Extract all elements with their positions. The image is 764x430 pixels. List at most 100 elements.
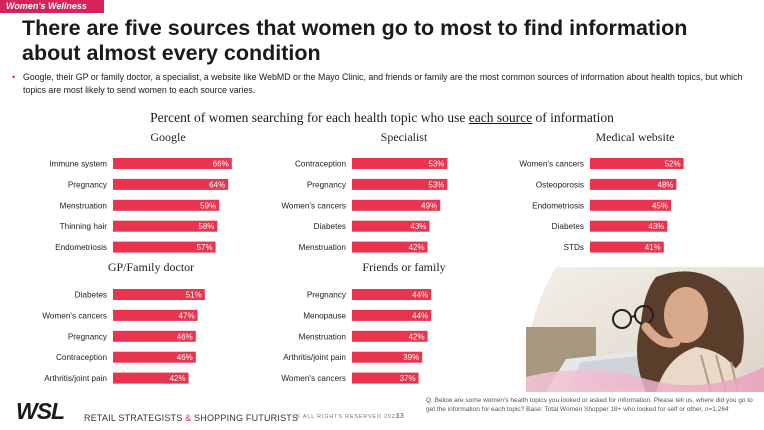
category-label: Diabetes bbox=[314, 222, 346, 231]
bar bbox=[113, 372, 189, 384]
category-label: Women's cancers bbox=[281, 374, 346, 383]
chart-title: GP/Family doctor bbox=[108, 260, 194, 274]
category-label: Contraception bbox=[295, 160, 346, 169]
chart-title: Medical website bbox=[596, 130, 675, 144]
value-label: 53% bbox=[428, 180, 444, 189]
category-label: Menstruation bbox=[299, 243, 347, 252]
value-label: 46% bbox=[177, 332, 193, 341]
bar bbox=[590, 199, 671, 211]
bullet-dot: • bbox=[12, 72, 16, 82]
value-label: 39% bbox=[403, 353, 419, 362]
chart-subtitle-after: of information bbox=[532, 110, 614, 125]
chart-title: Google bbox=[150, 130, 185, 144]
category-label: STDs bbox=[564, 243, 584, 252]
tagline-part-b: SHOPPING FUTURISTS bbox=[191, 413, 299, 423]
bar bbox=[113, 330, 196, 342]
bar bbox=[352, 220, 430, 232]
tagline-part-a: RETAIL STRATEGISTS bbox=[84, 413, 186, 423]
category-label: Menstruation bbox=[299, 332, 347, 341]
value-label: 43% bbox=[648, 222, 664, 231]
page-number: 13 bbox=[396, 413, 404, 420]
bar bbox=[113, 289, 205, 300]
bar bbox=[352, 178, 448, 190]
category-label: Menstruation bbox=[60, 201, 108, 210]
bar bbox=[352, 372, 419, 384]
bar-charts: Google Immune system 66% Pregnancy 64% Menstr… bbox=[42, 130, 684, 384]
bar bbox=[113, 351, 196, 363]
category-label: Women's cancers bbox=[519, 160, 584, 169]
value-label: 37% bbox=[400, 374, 416, 383]
chart-title: Specialist bbox=[381, 130, 428, 144]
bar bbox=[590, 178, 677, 190]
value-label: 43% bbox=[410, 222, 426, 231]
value-label: 45% bbox=[652, 201, 668, 210]
section-tag: Women's Wellness bbox=[0, 0, 104, 13]
category-label: Pregnancy bbox=[68, 180, 108, 189]
company-tagline: RETAIL STRATEGISTS & SHOPPING FUTURISTS bbox=[84, 413, 298, 423]
chart-2: Medical website Women's cancers 52% Osteopo… bbox=[519, 130, 684, 253]
page-title: There are five sources that women go to … bbox=[22, 16, 688, 65]
category-label: Diabetes bbox=[552, 222, 584, 231]
value-label: 42% bbox=[409, 332, 425, 341]
category-label: Pregnancy bbox=[307, 180, 347, 189]
value-label: 48% bbox=[657, 180, 673, 189]
bar bbox=[113, 309, 198, 321]
category-label: Pregnancy bbox=[307, 291, 347, 300]
bar bbox=[113, 199, 220, 211]
bar bbox=[113, 220, 218, 232]
bar bbox=[590, 241, 664, 253]
category-label: Thinning hair bbox=[60, 222, 108, 231]
woman-laptop-photo bbox=[526, 267, 764, 392]
bar bbox=[352, 241, 428, 253]
source-note: Q. Below are some women's health topics … bbox=[426, 397, 753, 413]
copyright: © ALL RIGHTS RESERVED 2023 bbox=[296, 414, 400, 420]
value-label: 41% bbox=[645, 243, 661, 252]
category-label: Women's cancers bbox=[281, 201, 346, 210]
chart-subtitle-before: Percent of women searching for each heal… bbox=[150, 110, 469, 125]
category-label: Arthritis/joint pain bbox=[283, 353, 346, 362]
value-label: 46% bbox=[177, 353, 193, 362]
tagline-ampersand: & bbox=[185, 413, 192, 423]
category-label: Arthritis/joint pain bbox=[44, 374, 107, 383]
bar bbox=[352, 289, 432, 300]
bar bbox=[590, 158, 684, 169]
category-label: Menopause bbox=[303, 311, 346, 320]
bar bbox=[352, 199, 441, 211]
value-label: 66% bbox=[213, 160, 229, 169]
value-label: 44% bbox=[412, 291, 428, 300]
bar bbox=[352, 330, 428, 342]
bar bbox=[590, 220, 668, 232]
chart-subtitle: Percent of women searching for each heal… bbox=[0, 110, 764, 126]
value-label: 44% bbox=[412, 311, 428, 320]
bar bbox=[113, 158, 232, 169]
chart-1: Specialist Contraception 53% Pregnancy 53% Wo… bbox=[281, 130, 448, 253]
category-label: Diabetes bbox=[75, 291, 107, 300]
value-label: 53% bbox=[428, 160, 444, 169]
bar bbox=[113, 241, 216, 253]
summary-text: Google, their GP or family doctor, a spe… bbox=[23, 72, 743, 95]
value-label: 47% bbox=[179, 311, 195, 320]
bar bbox=[113, 178, 229, 190]
photo-illustration bbox=[526, 267, 764, 392]
value-label: 51% bbox=[186, 291, 202, 300]
chart-title: Friends or family bbox=[362, 260, 445, 274]
value-label: 59% bbox=[200, 201, 216, 210]
wsl-logo: WSL bbox=[16, 398, 65, 424]
chart-subtitle-underlined: each source bbox=[468, 110, 533, 125]
category-label: Endometriosis bbox=[532, 201, 584, 210]
category-label: Pregnancy bbox=[68, 332, 108, 341]
category-label: Contraception bbox=[56, 353, 107, 362]
chart-0: Google Immune system 66% Pregnancy 64% Menstr… bbox=[49, 130, 232, 253]
chart-3: GP/Family doctor Diabetes 51% Women's cance… bbox=[42, 260, 205, 384]
category-label: Endometriosis bbox=[55, 243, 107, 252]
chart-4: Friends or family Pregnancy 44% Menopause 44… bbox=[281, 260, 446, 384]
category-label: Osteoporosis bbox=[536, 180, 584, 189]
value-label: 42% bbox=[170, 374, 186, 383]
value-label: 52% bbox=[665, 160, 681, 169]
category-label: Women's cancers bbox=[42, 311, 107, 320]
value-label: 49% bbox=[421, 201, 437, 210]
bar bbox=[352, 351, 423, 363]
value-label: 42% bbox=[409, 243, 425, 252]
bar bbox=[352, 158, 448, 169]
category-label: Immune system bbox=[49, 160, 107, 169]
